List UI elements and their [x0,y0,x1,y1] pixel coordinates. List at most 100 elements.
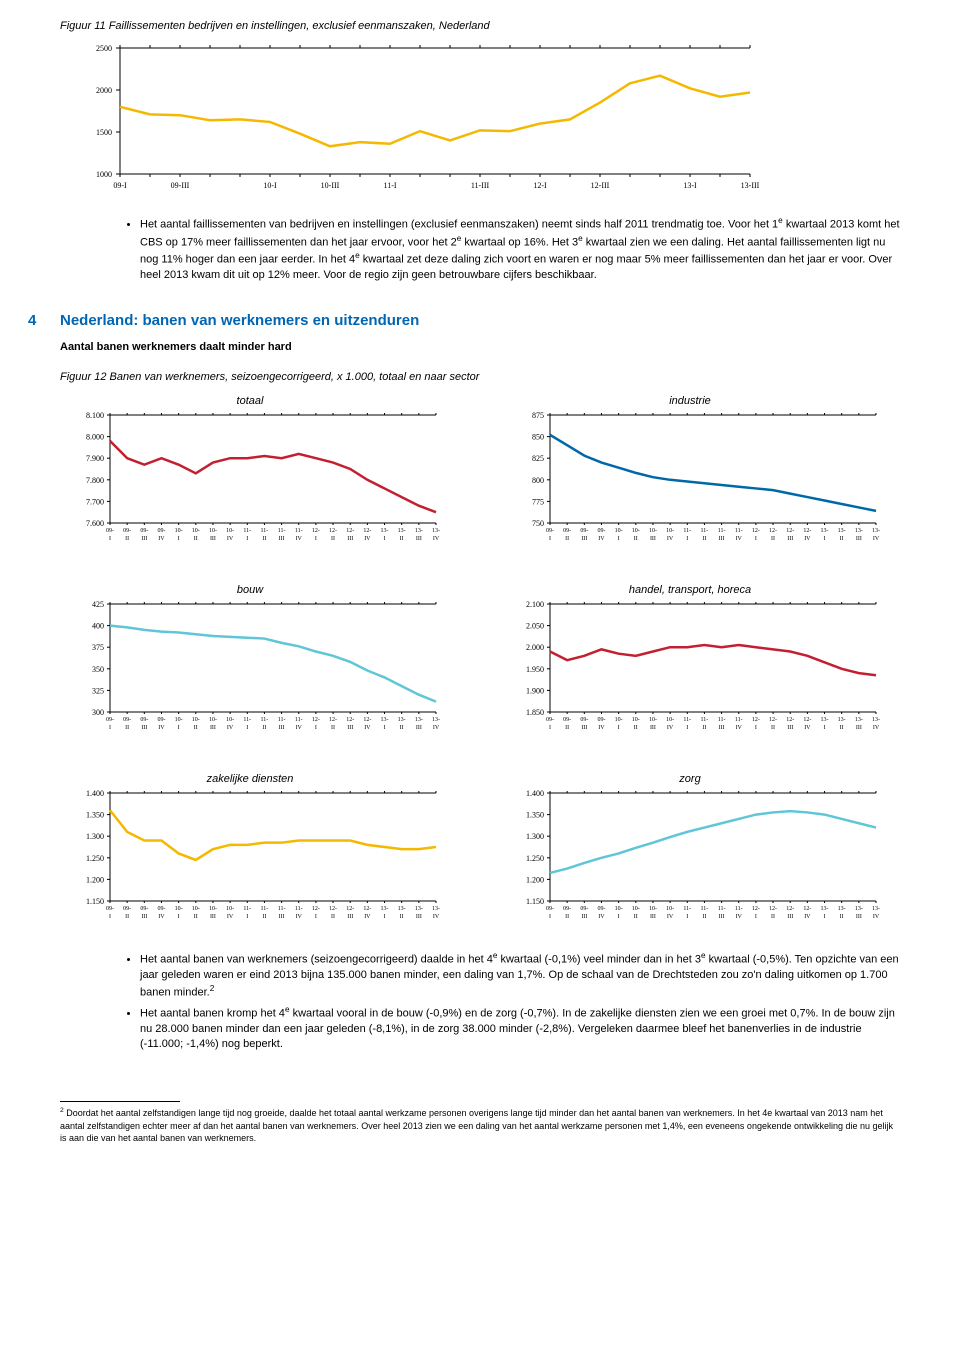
svg-text:I: I [315,914,317,920]
svg-text:850: 850 [532,433,544,442]
svg-text:I: I [109,725,111,731]
svg-text:I: I [109,914,111,920]
svg-text:II: II [840,725,844,731]
svg-text:13-: 13- [398,906,406,912]
svg-text:09-: 09- [123,717,131,723]
figure12-grid: totaal8.1008.0007.9007.8007.7007.60009-I… [60,395,900,932]
svg-text:12-: 12- [752,528,760,534]
svg-text:I: I [109,536,111,542]
svg-text:10-: 10- [666,528,674,534]
svg-text:11-: 11- [278,528,286,534]
svg-text:II: II [331,914,335,920]
svg-text:1.350: 1.350 [86,811,104,820]
svg-text:09-III: 09-III [171,181,190,190]
svg-text:III: III [279,725,285,731]
svg-text:425: 425 [92,600,104,609]
bullet-item: Het aantal banen kromp het 4e kwartaal v… [140,1004,900,1051]
svg-text:IV: IV [296,536,303,542]
svg-text:09-: 09- [157,717,165,723]
svg-text:10-: 10- [226,528,234,534]
svg-text:I: I [755,536,757,542]
svg-text:2000: 2000 [96,86,112,95]
svg-text:12-: 12- [346,717,354,723]
svg-text:2.100: 2.100 [526,600,544,609]
svg-text:1.300: 1.300 [526,833,544,842]
svg-text:III: III [787,536,793,542]
svg-text:12-: 12- [329,717,337,723]
svg-text:12-: 12- [312,906,320,912]
svg-text:12-: 12- [803,528,811,534]
svg-text:I: I [246,536,248,542]
svg-text:IV: IV [736,914,743,920]
svg-text:11-III: 11-III [471,181,490,190]
svg-text:09-: 09- [157,528,165,534]
svg-text:12-: 12- [803,717,811,723]
svg-text:1.900: 1.900 [526,687,544,696]
svg-text:09-: 09- [580,906,588,912]
svg-text:III: III [581,725,587,731]
svg-text:1.300: 1.300 [86,833,104,842]
svg-text:11-: 11- [243,528,251,534]
svg-text:13-: 13- [821,528,829,534]
svg-text:II: II [194,536,198,542]
svg-text:1.200: 1.200 [86,876,104,885]
svg-text:11-: 11- [735,906,743,912]
svg-text:I: I [178,536,180,542]
svg-text:11-: 11- [243,906,251,912]
footnote-content: Doordat het aantal zelfstandigen lange t… [60,1108,893,1142]
svg-text:10-: 10- [615,528,623,534]
svg-text:325: 325 [92,687,104,696]
svg-text:II: II [634,536,638,542]
svg-text:09-: 09- [546,717,554,723]
svg-text:II: II [565,914,569,920]
svg-text:III: III [141,914,147,920]
svg-text:III: III [141,536,147,542]
svg-text:13-: 13- [432,906,440,912]
svg-text:IV: IV [667,536,674,542]
svg-text:II: II [840,914,844,920]
svg-text:11-: 11- [278,717,286,723]
svg-text:800: 800 [532,476,544,485]
svg-text:IV: IV [364,536,371,542]
svg-text:13-: 13- [838,717,846,723]
svg-text:III: III [210,536,216,542]
svg-text:II: II [771,725,775,731]
svg-text:12-: 12- [363,528,371,534]
svg-text:13-: 13- [415,906,423,912]
svg-text:09-: 09- [106,528,114,534]
svg-text:I: I [824,536,826,542]
svg-text:III: III [581,536,587,542]
svg-text:II: II [565,725,569,731]
svg-text:I: I [824,725,826,731]
svg-text:I: I [686,914,688,920]
svg-text:I: I [618,914,620,920]
svg-text:12-III: 12-III [591,181,610,190]
svg-text:13-: 13- [432,528,440,534]
svg-text:13-: 13- [398,717,406,723]
svg-text:11-: 11- [701,906,709,912]
svg-text:10-: 10- [632,906,640,912]
svg-text:13-: 13- [872,906,880,912]
svg-text:11-: 11- [295,906,303,912]
svg-text:II: II [331,725,335,731]
chart-zakelijk: zakelijke diensten1.4001.3501.3001.2501.… [60,773,440,932]
svg-text:11-: 11- [683,906,691,912]
svg-text:I: I [686,536,688,542]
chart-subtitle: zorg [500,773,880,785]
figure11-chart: 100015002000250009-I09-III10-I10-III11-I… [60,38,900,201]
svg-text:III: III [787,914,793,920]
svg-text:7.800: 7.800 [86,476,104,485]
svg-text:7.600: 7.600 [86,519,104,528]
svg-text:12-: 12- [769,528,777,534]
svg-text:IV: IV [364,725,371,731]
svg-text:IV: IV [433,725,440,731]
svg-text:I: I [549,725,551,731]
svg-text:1.150: 1.150 [526,897,544,906]
svg-text:11-: 11- [735,528,743,534]
svg-text:III: III [581,914,587,920]
svg-text:10-: 10- [175,906,183,912]
section4-heading: 4 Nederland: banen van werknemers en uit… [60,312,900,329]
svg-text:III: III [210,725,216,731]
svg-text:12-: 12- [769,717,777,723]
svg-text:II: II [400,536,404,542]
